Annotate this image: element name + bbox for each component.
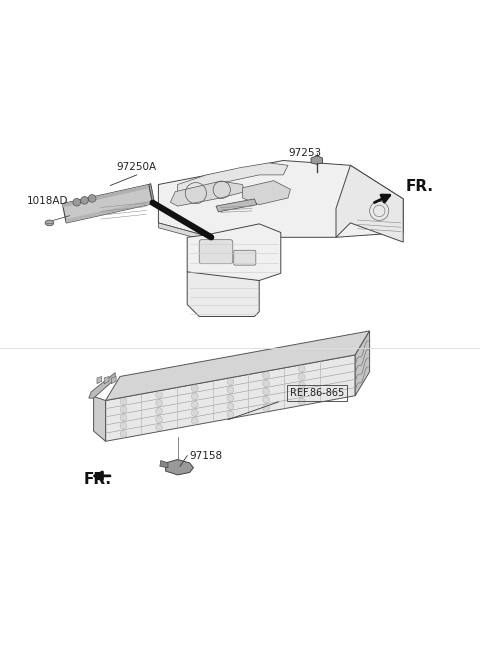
Polygon shape — [160, 461, 168, 468]
Circle shape — [156, 416, 162, 422]
FancyBboxPatch shape — [234, 250, 256, 265]
Polygon shape — [158, 160, 403, 237]
Text: FR.: FR. — [406, 179, 433, 194]
Polygon shape — [158, 223, 211, 242]
Text: REF.86-865: REF.86-865 — [289, 388, 344, 398]
Circle shape — [120, 430, 127, 438]
Polygon shape — [187, 272, 259, 317]
Polygon shape — [166, 459, 193, 475]
Circle shape — [227, 395, 234, 401]
Polygon shape — [355, 331, 370, 396]
Polygon shape — [178, 163, 288, 194]
Polygon shape — [106, 355, 355, 442]
Polygon shape — [111, 376, 116, 384]
Circle shape — [81, 196, 88, 204]
Circle shape — [192, 385, 198, 392]
Text: FR.: FR. — [84, 472, 112, 487]
Circle shape — [73, 198, 81, 206]
Circle shape — [88, 194, 96, 202]
Circle shape — [120, 415, 127, 421]
Polygon shape — [89, 373, 115, 398]
Circle shape — [299, 365, 305, 372]
Circle shape — [299, 398, 305, 405]
Polygon shape — [216, 199, 257, 212]
Circle shape — [263, 405, 269, 411]
Circle shape — [263, 372, 269, 378]
Circle shape — [120, 406, 127, 413]
Circle shape — [192, 401, 198, 408]
Polygon shape — [97, 376, 102, 384]
Circle shape — [156, 392, 162, 398]
Circle shape — [227, 386, 234, 394]
Circle shape — [299, 382, 305, 388]
Polygon shape — [187, 224, 281, 281]
Circle shape — [299, 390, 305, 397]
Polygon shape — [149, 183, 155, 204]
Circle shape — [192, 409, 198, 416]
Circle shape — [263, 388, 269, 395]
Circle shape — [156, 399, 162, 406]
Circle shape — [263, 380, 269, 387]
Circle shape — [120, 422, 127, 429]
Polygon shape — [104, 376, 109, 384]
Polygon shape — [242, 181, 290, 205]
Circle shape — [156, 424, 162, 431]
Text: 97253: 97253 — [288, 148, 322, 158]
Polygon shape — [62, 185, 153, 223]
Polygon shape — [170, 181, 245, 206]
Polygon shape — [336, 166, 403, 242]
Polygon shape — [66, 200, 153, 223]
Circle shape — [263, 396, 269, 403]
Circle shape — [192, 418, 198, 424]
Circle shape — [192, 393, 198, 400]
Polygon shape — [62, 185, 149, 208]
Circle shape — [299, 374, 305, 380]
Circle shape — [227, 378, 234, 385]
Circle shape — [227, 403, 234, 409]
Polygon shape — [94, 396, 106, 442]
Circle shape — [227, 411, 234, 418]
Polygon shape — [311, 156, 323, 164]
Text: 97250A: 97250A — [117, 162, 157, 173]
Text: 97158: 97158 — [190, 451, 223, 461]
FancyBboxPatch shape — [199, 240, 233, 263]
Polygon shape — [106, 331, 370, 401]
Text: 1018AD: 1018AD — [26, 196, 68, 206]
Circle shape — [120, 398, 127, 405]
Ellipse shape — [45, 220, 54, 226]
Circle shape — [156, 408, 162, 415]
